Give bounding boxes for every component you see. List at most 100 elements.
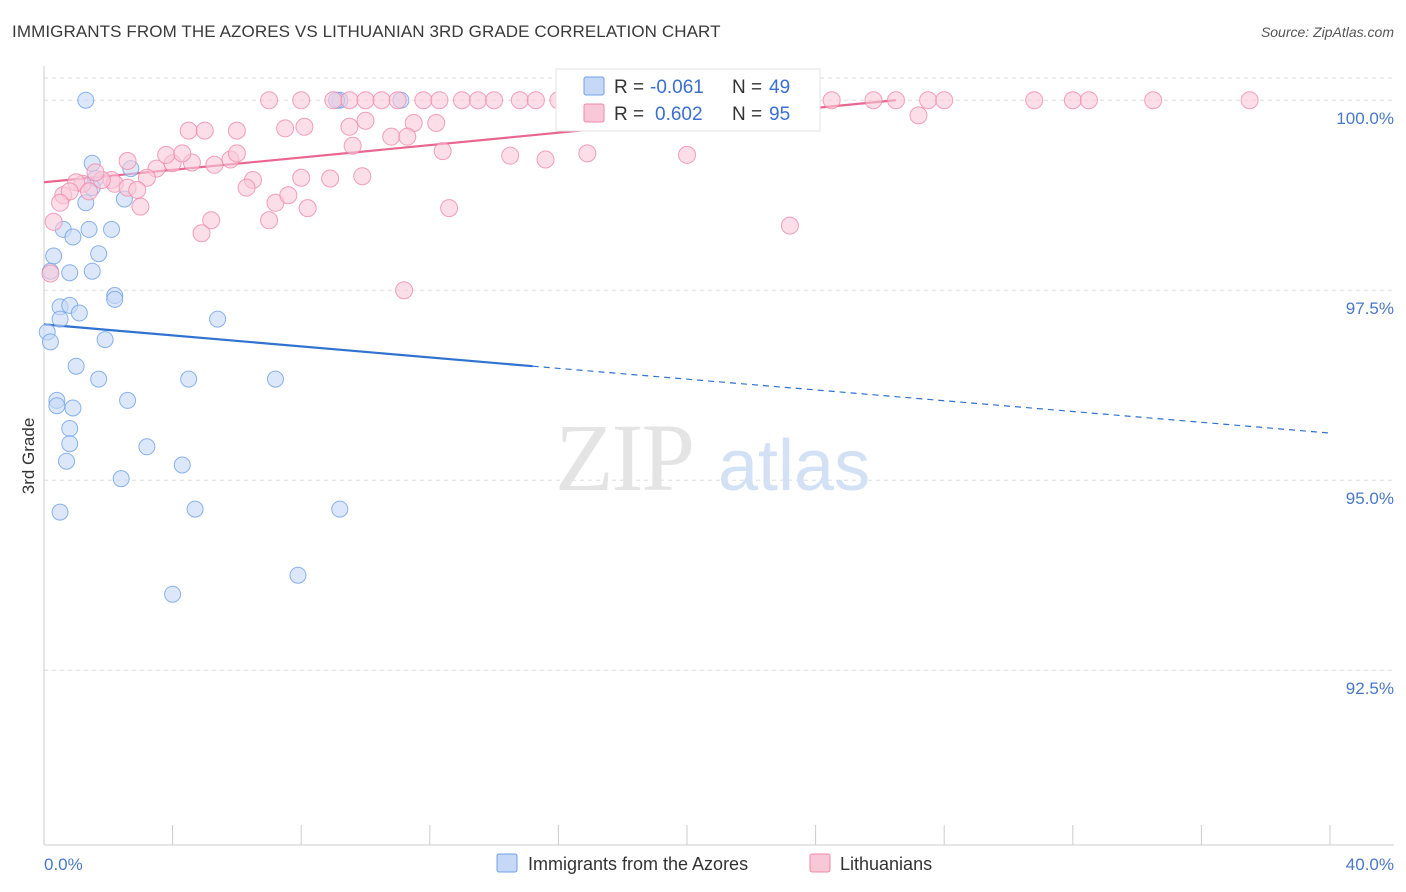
lithuanians-point xyxy=(780,216,799,235)
lithuanians-point xyxy=(279,186,298,205)
lithuanians-point xyxy=(935,91,954,110)
lithuanians-point xyxy=(427,114,446,132)
stats-swatch-azores xyxy=(583,76,605,96)
azores-point xyxy=(61,420,79,438)
lithuanians-point xyxy=(1025,91,1044,110)
azores-point xyxy=(45,247,63,265)
legend-item-lithuanians[interactable]: Lithuanians xyxy=(809,853,932,874)
axes xyxy=(43,66,1394,846)
lithuanians-point xyxy=(1079,91,1098,110)
lithuanians-point xyxy=(44,212,63,231)
lithuanians-point xyxy=(886,91,905,110)
lithuanians-point xyxy=(382,127,401,146)
lithuanians-point xyxy=(157,145,176,164)
lithuanians-point xyxy=(909,106,928,125)
lithuanians-point xyxy=(340,91,359,110)
chart-title: IMMIGRANTS FROM THE AZORES VS LITHUANIAN… xyxy=(12,22,721,41)
lithuanians-point xyxy=(86,163,105,182)
azores-point xyxy=(112,470,130,488)
legend-label-lithuanians: Lithuanians xyxy=(840,854,932,874)
lithuanians-point xyxy=(678,145,696,164)
lithuanians-point xyxy=(414,91,433,110)
grid-lines xyxy=(44,77,1394,671)
legend: Immigrants from the Azores Lithuanians xyxy=(496,853,932,874)
stats-swatch-lithuanians xyxy=(583,103,605,123)
azores-point xyxy=(119,391,137,409)
y-tick-labels: 100.0% 97.5% 95.0% 92.5% xyxy=(1336,109,1394,698)
x-tick-label-min: 0.0% xyxy=(44,855,83,874)
watermark-zip: ZIP xyxy=(555,404,693,511)
lithuanians-point xyxy=(340,117,359,136)
watermark: ZIP atlas xyxy=(555,404,870,511)
lithuanians-point xyxy=(260,211,279,230)
y-tick-label: 97.5% xyxy=(1346,299,1394,318)
lithuanians-point xyxy=(578,144,597,163)
azores-trend-line xyxy=(43,323,533,368)
azores-point xyxy=(186,500,204,518)
lithuanians-point xyxy=(822,91,841,110)
y-tick-label: 95.0% xyxy=(1346,489,1394,508)
lithuanians-point xyxy=(343,136,362,155)
lithuanians-point xyxy=(1240,91,1259,110)
lithuanians-point xyxy=(260,91,279,110)
stats-r-label-lithuanians: R = xyxy=(614,104,644,125)
azores-point xyxy=(64,399,82,417)
lithuanians-point xyxy=(298,199,317,218)
azores-point xyxy=(41,333,59,351)
lithuanians-point xyxy=(292,91,311,110)
azores-point xyxy=(77,91,95,109)
azores-point xyxy=(106,290,124,308)
azores-point xyxy=(51,310,69,328)
lithuanians-point xyxy=(227,144,246,163)
azores-point xyxy=(96,331,114,349)
lithuanians-point xyxy=(864,91,883,110)
legend-swatch-azores xyxy=(496,853,518,873)
lithuanians-point xyxy=(292,168,311,187)
lithuanians-point xyxy=(510,91,529,110)
x-tick-labels: 0.0% 40.0% xyxy=(44,855,1394,874)
lithuanians-point xyxy=(137,168,156,187)
lithuanians-point xyxy=(321,169,340,188)
lithuanians-point xyxy=(433,142,452,161)
lithuanians-point xyxy=(202,211,221,230)
legend-item-azores[interactable]: Immigrants from the Azores xyxy=(496,853,748,874)
azores-point xyxy=(289,566,307,584)
lithuanians-point xyxy=(195,121,214,140)
lithuanians-point xyxy=(430,91,449,110)
azores-point xyxy=(103,220,121,238)
azores-point xyxy=(61,264,79,282)
lithuanians-point xyxy=(372,91,391,110)
lithuanians-point xyxy=(80,182,99,201)
stats-r-lithuanians: 0.602 xyxy=(655,104,703,125)
azores-point xyxy=(80,220,98,238)
stats-r-label-azores: R = xyxy=(614,77,644,98)
azores-point xyxy=(61,435,79,453)
lithuanians-point xyxy=(131,197,150,216)
lithuanians-point xyxy=(179,121,198,140)
watermark-atlas: atlas xyxy=(718,426,870,506)
lithuanians-point xyxy=(536,150,555,169)
azores-point xyxy=(266,370,284,388)
lithuanians-point xyxy=(1144,91,1163,110)
lithuanians-point xyxy=(452,91,471,110)
azores-point xyxy=(64,228,82,246)
lithuanians-point xyxy=(353,167,372,186)
azores-point xyxy=(90,245,108,263)
lithuanians-point xyxy=(1063,91,1082,110)
azores-point xyxy=(138,438,156,456)
legend-swatch-lithuanians xyxy=(809,853,831,873)
legend-label-azores: Immigrants from the Azores xyxy=(528,854,748,874)
azores-trend-extension xyxy=(532,365,1331,434)
azores-point xyxy=(51,503,69,521)
azores-point xyxy=(331,500,349,518)
stats-n-azores: 49 xyxy=(769,77,790,98)
stats-n-lithuanians: 95 xyxy=(769,104,790,125)
y-axis-label: 3rd Grade xyxy=(19,418,38,495)
lithuanians-point xyxy=(388,91,407,110)
lithuanians-point xyxy=(128,180,147,199)
lithuanians-point xyxy=(501,146,520,165)
lithuanians-point xyxy=(395,281,414,300)
stats-n-label-azores: N = xyxy=(732,77,762,98)
lithuanians-point xyxy=(398,127,417,146)
